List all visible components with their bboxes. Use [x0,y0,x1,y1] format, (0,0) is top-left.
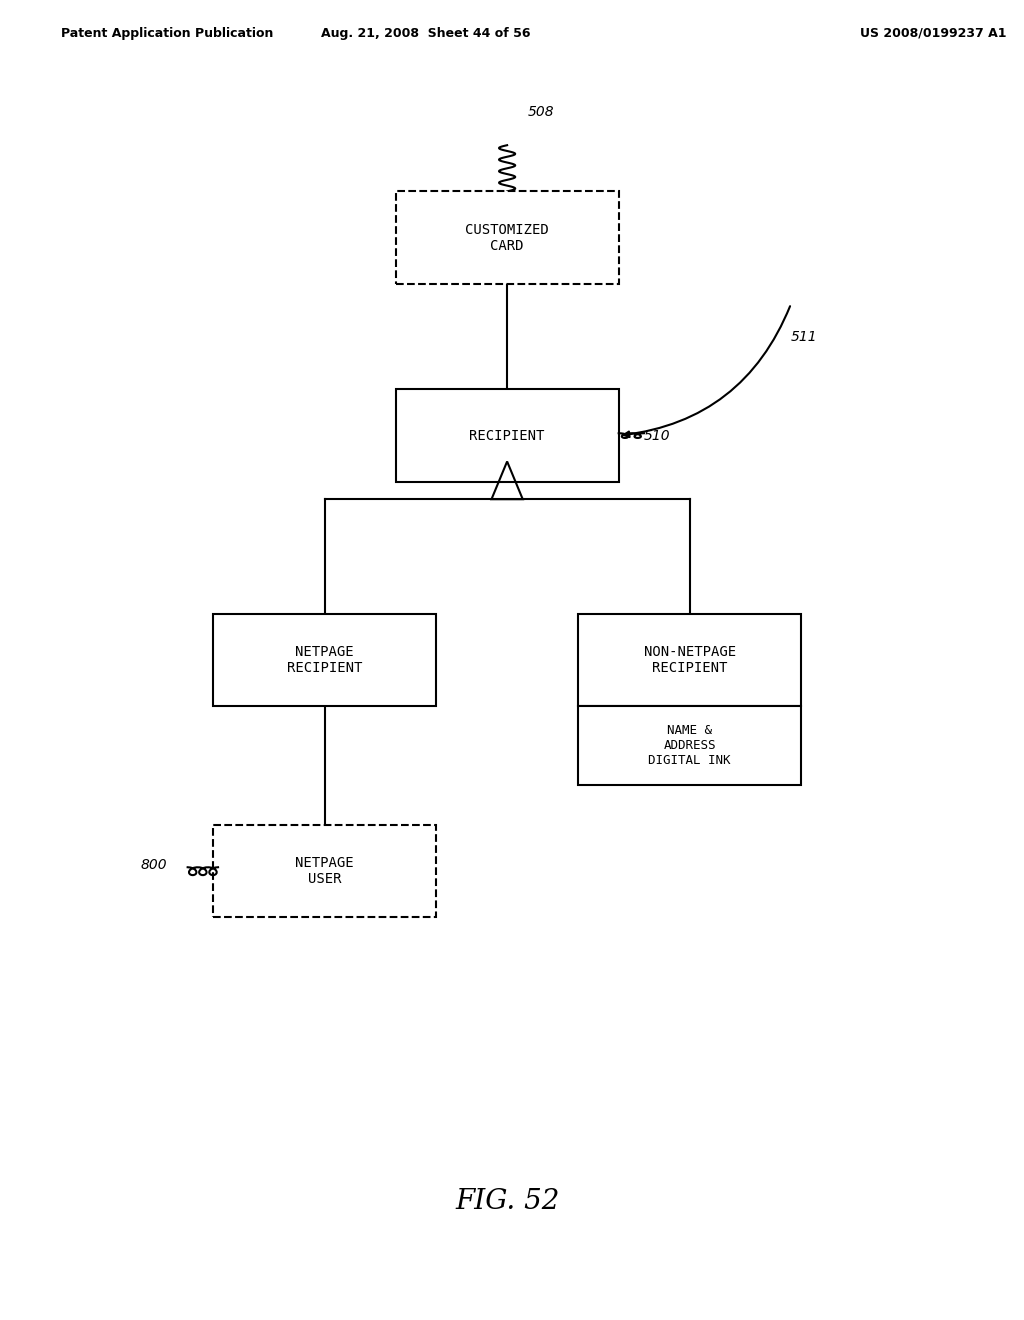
Text: Aug. 21, 2008  Sheet 44 of 56: Aug. 21, 2008 Sheet 44 of 56 [322,26,530,40]
FancyBboxPatch shape [395,389,618,482]
FancyBboxPatch shape [395,191,618,284]
Text: 800: 800 [140,858,167,871]
Text: 511: 511 [792,330,818,343]
FancyBboxPatch shape [579,614,801,706]
Text: CUSTOMIZED
CARD: CUSTOMIZED CARD [465,223,549,252]
FancyBboxPatch shape [213,825,436,917]
Text: Patent Application Publication: Patent Application Publication [60,26,273,40]
Text: 510: 510 [644,429,671,442]
Text: US 2008/0199237 A1: US 2008/0199237 A1 [860,26,1007,40]
FancyBboxPatch shape [213,614,436,706]
Text: NAME &
ADDRESS
DIGITAL INK: NAME & ADDRESS DIGITAL INK [648,725,731,767]
FancyBboxPatch shape [579,706,801,785]
Text: NON-NETPAGE
RECIPIENT: NON-NETPAGE RECIPIENT [644,645,736,675]
Text: FIG. 52: FIG. 52 [455,1188,559,1214]
Text: NETPAGE
RECIPIENT: NETPAGE RECIPIENT [287,645,362,675]
Text: 508: 508 [527,106,554,119]
Text: RECIPIENT: RECIPIENT [469,429,545,442]
Text: NETPAGE
USER: NETPAGE USER [295,857,354,886]
